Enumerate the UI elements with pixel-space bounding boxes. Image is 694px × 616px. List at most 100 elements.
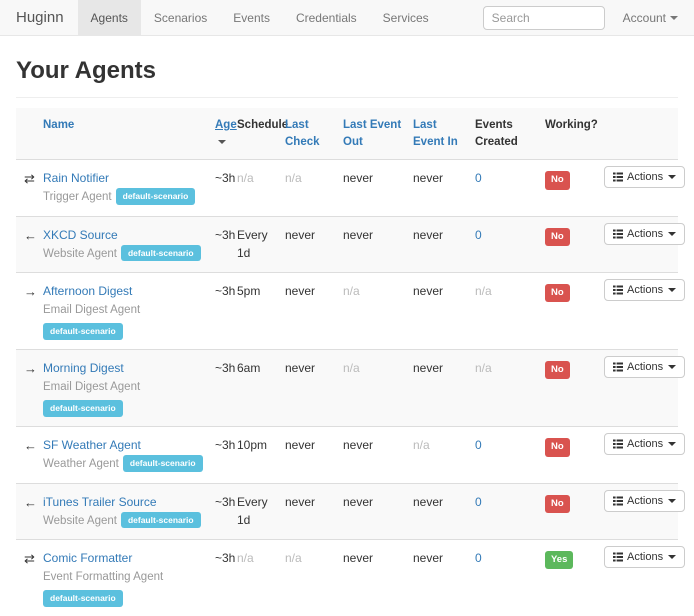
account-menu[interactable]: Account — [623, 11, 678, 25]
chevron-down-icon — [668, 442, 677, 447]
actions-button[interactable]: Actions — [604, 222, 686, 245]
column-header-last-event-in[interactable]: Last Event In — [413, 108, 475, 161]
table-row: ⇄ Rain Notifier Trigger Agent default-scena… — [16, 160, 686, 216]
column-header-last-check[interactable]: Last Check — [285, 108, 343, 161]
page-title: Your Agents — [16, 57, 157, 84]
schedule-cell: n/a — [237, 171, 254, 186]
nav-item-agents[interactable]: Agents — [77, 0, 141, 35]
sort-desc-icon — [218, 139, 226, 144]
agent-subline: Website Agent default-scenario — [43, 244, 209, 263]
name-cell: Afternoon Digest Email Digest Agent defaul… — [43, 271, 215, 350]
chevron-down-icon — [668, 365, 677, 370]
direction-cell: ← — [16, 482, 43, 540]
schedule-cell: 10pm — [237, 426, 285, 484]
last-event-out-cell: never — [343, 171, 374, 186]
scenario-badge[interactable]: default-scenario — [120, 244, 201, 262]
last-event-in-cell: never — [413, 538, 475, 616]
scenario-badge[interactable]: default-scenario — [122, 455, 203, 473]
last-event-in-cell: never — [413, 215, 475, 273]
scenario-badge[interactable]: default-scenario — [120, 511, 201, 529]
agent-subline: Email Digest Agent — [43, 377, 209, 396]
events-created-cell: 0 — [475, 482, 545, 540]
actions-button[interactable]: Actions — [604, 278, 686, 301]
scenario-badge[interactable]: default-scenario — [115, 188, 196, 206]
direction-cell: ← — [16, 215, 43, 273]
direction-cell: → — [16, 271, 43, 350]
working-cell: No — [545, 426, 604, 484]
nav-item-services[interactable]: Services — [382, 10, 429, 25]
last-event-in-cell: never — [413, 171, 444, 186]
list-icon — [613, 552, 623, 562]
actions-button[interactable]: Actions — [604, 489, 686, 512]
actions-cell-container: Actions — [604, 349, 686, 427]
search-input[interactable] — [482, 5, 605, 30]
working-status-badge: No — [545, 361, 570, 380]
agent-name-link[interactable]: Comic Formatter — [43, 550, 133, 565]
working-cell: No — [545, 349, 604, 427]
scenario-badge[interactable]: default-scenario — [43, 400, 123, 418]
agents-table: Name Age Schedule Last Check Last Event Out L… — [16, 108, 686, 616]
last-event-out-cell: n/a — [343, 271, 413, 350]
working-status-badge: No — [545, 227, 570, 246]
working-status-badge: No — [545, 494, 570, 513]
events-created-link[interactable]: 0 — [475, 550, 482, 565]
events-created-cell: 0 — [475, 160, 545, 216]
agent-subline: Email Digest Agent — [43, 300, 209, 319]
transfer-icon: ⇄ — [24, 550, 35, 566]
agent-name-link[interactable]: XKCD Source — [43, 227, 118, 242]
column-header-events-created: Events Created — [475, 108, 545, 161]
last-event-in-cell: n/a — [413, 426, 475, 484]
transfer-icon: ⇄ — [24, 171, 35, 187]
column-header-label: Age — [215, 119, 237, 131]
actions-button[interactable]: Actions — [604, 356, 686, 379]
events-created-cell: 0 — [475, 215, 545, 273]
column-header-name[interactable]: Name — [43, 108, 215, 161]
table-row: ← XKCD Source Website Agent default-scenari… — [16, 215, 686, 273]
schedule-cell: 6am — [237, 349, 285, 427]
column-header-last-event-out[interactable]: Last Event Out — [343, 108, 413, 161]
scenario-badge[interactable]: default-scenario — [43, 323, 123, 340]
app-brand[interactable]: Huginn — [16, 9, 64, 26]
schedule-cell: Every 1d — [237, 215, 285, 273]
arrow-right-icon: → — [24, 361, 37, 377]
direction-cell: ⇄ — [16, 160, 43, 216]
actions-button[interactable]: Actions — [604, 166, 686, 189]
working-cell: No — [545, 160, 604, 216]
events-created-cell: n/a — [475, 349, 545, 427]
nav-item-events[interactable]: Events — [233, 10, 270, 25]
agent-name-link[interactable]: Rain Notifier — [43, 171, 110, 186]
column-header-icon — [16, 108, 43, 161]
working-cell: Yes — [545, 538, 604, 616]
last-event-in-cell: never — [413, 349, 475, 427]
scenario-badge-row: default-scenario — [43, 399, 209, 418]
agent-name-link[interactable]: Afternoon Digest — [43, 283, 133, 298]
events-created-cell: 0 — [475, 538, 545, 616]
last-check-cell: never — [285, 271, 343, 350]
column-header-label: Name — [43, 119, 75, 131]
scenario-badge[interactable]: default-scenario — [43, 590, 123, 607]
actions-button[interactable]: Actions — [604, 433, 686, 456]
agent-type-label: Weather Agent — [43, 458, 119, 471]
age-cell: ~3h — [215, 271, 237, 350]
nav-item-credentials[interactable]: Credentials — [295, 10, 357, 25]
agent-name-link[interactable]: Morning Digest — [43, 361, 124, 376]
agent-name-link[interactable]: SF Weather Agent — [43, 438, 141, 453]
age-cell: ~3h — [215, 215, 237, 273]
events-created-link[interactable]: 0 — [475, 438, 482, 453]
actions-button[interactable]: Actions — [604, 545, 686, 568]
last-check-cell: never — [285, 215, 343, 273]
events-created-link[interactable]: 0 — [475, 171, 482, 186]
actions-button-label: Actions — [627, 227, 664, 240]
actions-cell-container: Actions — [604, 426, 686, 484]
nav-item-scenarios[interactable]: Scenarios — [153, 10, 208, 25]
events-created-link[interactable]: 0 — [475, 227, 482, 242]
arrow-left-icon: ← — [24, 438, 37, 454]
list-icon — [613, 439, 623, 449]
list-icon — [613, 229, 623, 239]
actions-button-label: Actions — [627, 171, 664, 184]
column-header-age[interactable]: Age — [215, 108, 237, 161]
navbar-right: Account — [482, 0, 694, 35]
navbar: Huginn Agents Scenarios Events Credentials S… — [0, 0, 694, 36]
working-cell: No — [545, 271, 604, 350]
chevron-down-icon — [668, 554, 677, 559]
